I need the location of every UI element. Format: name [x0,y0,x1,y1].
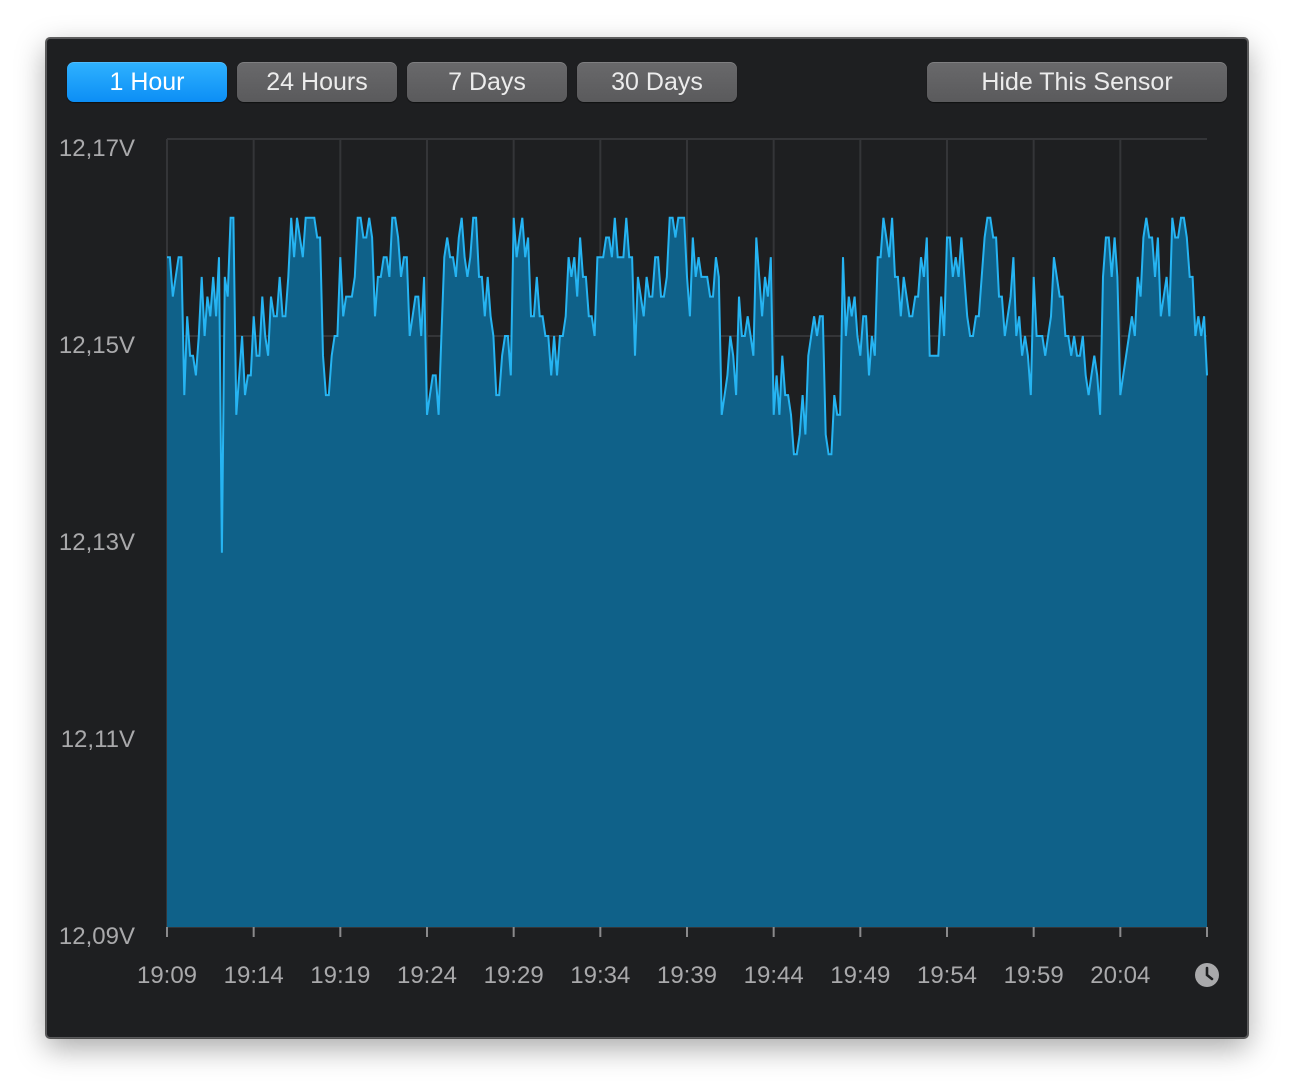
x-tick-label: 19:14 [224,962,284,989]
sensor-window: 1 Hour 24 Hours 7 Days 30 Days Hide This… [46,38,1248,1038]
x-tick-label: 19:59 [1004,962,1064,989]
range-30-days-button[interactable]: 30 Days [577,62,737,102]
area-fill [167,217,1207,928]
range-7-days-button[interactable]: 7 Days [407,62,567,102]
x-tick-label: 19:29 [484,962,544,989]
voltage-chart: 12,17V 12,15V 12,13V 12,11V 12,09V 19:09 19:1… [59,135,1219,989]
hide-sensor-button[interactable]: Hide This Sensor [927,62,1227,102]
y-tick-label: 12,13V [59,529,135,556]
y-tick-label: 12,17V [59,135,135,162]
y-tick-label: 12,11V [61,726,135,753]
range-24-hours-button[interactable]: 24 Hours [237,62,397,102]
x-tick-label: 19:44 [744,962,804,989]
x-tick-label: 19:49 [830,962,890,989]
x-tick-label: 19:19 [310,962,370,989]
clock-icon[interactable] [1195,963,1219,987]
x-tick-label: 19:34 [570,962,630,989]
x-tick-label: 19:24 [397,962,457,989]
y-tick-label: 12,15V [59,332,135,359]
x-tick-label: 20:04 [1090,962,1150,989]
x-tick-label: 19:39 [657,962,717,989]
x-tick-label: 19:09 [137,962,197,989]
x-tick-label: 19:54 [917,962,977,989]
series-line [167,216,1208,553]
range-1-hour-button[interactable]: 1 Hour [67,62,227,102]
y-tick-label: 12,09V [59,923,135,950]
